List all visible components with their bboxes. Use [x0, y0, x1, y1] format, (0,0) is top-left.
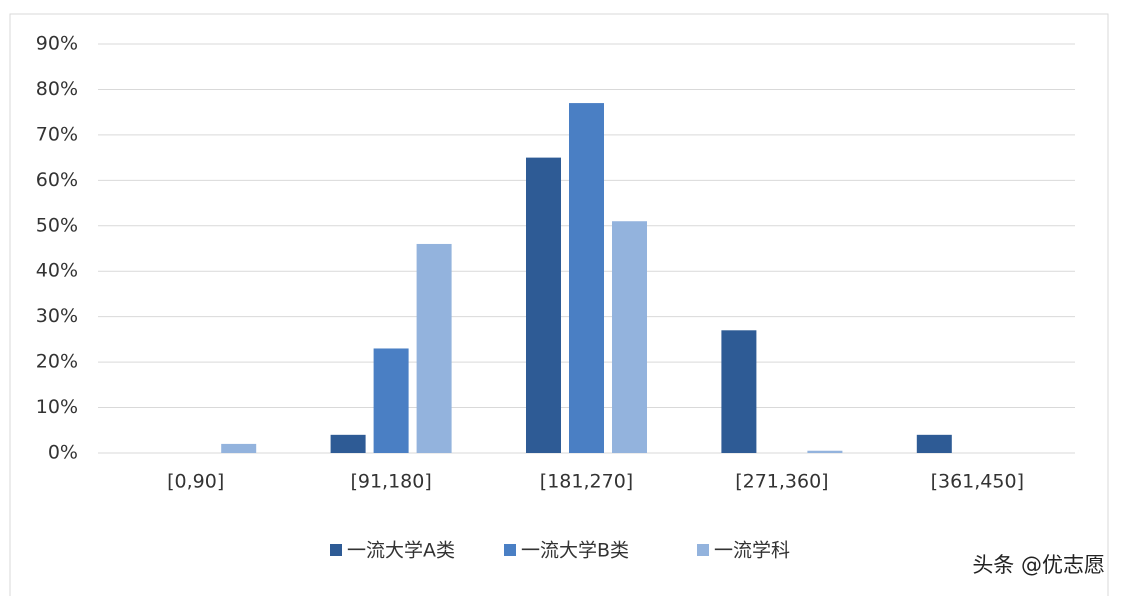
x-tick-label: [271,360] [735, 471, 828, 493]
bar [416, 243, 452, 453]
y-tick-label: 70% [36, 123, 78, 145]
y-tick-label: 10% [36, 396, 78, 418]
x-tick-label: [0,90] [167, 471, 224, 493]
y-tick-label: 30% [36, 305, 78, 327]
x-tick-label: [91,180] [350, 471, 431, 493]
bar [721, 330, 757, 453]
bar [569, 103, 604, 454]
y-tick-label: 60% [36, 169, 78, 191]
bar [526, 157, 561, 453]
y-tick-label: 20% [36, 351, 78, 373]
legend-swatch [697, 544, 709, 556]
y-tick-label: 40% [36, 260, 78, 282]
chart-frame [9, 13, 1109, 596]
y-tick-label: 50% [36, 214, 78, 236]
legend-label: 一流大学A类 [347, 540, 455, 562]
bar [612, 221, 647, 453]
bar [373, 348, 409, 453]
bar [807, 450, 843, 453]
bar [221, 443, 257, 453]
legend-label: 一流学科 [714, 540, 790, 562]
legend-label: 一流大学B类 [521, 540, 629, 562]
legend-swatch [504, 544, 516, 556]
legend-swatch [330, 544, 342, 556]
y-tick-label: 80% [36, 78, 78, 100]
x-tick-label: [361,450] [931, 471, 1024, 493]
credit: 头条 @优志愿 [972, 553, 1105, 577]
bar [330, 434, 366, 453]
y-tick-label: 90% [36, 33, 78, 55]
y-tick-label: 0% [48, 442, 78, 464]
x-tick-label: [181,270] [540, 471, 633, 493]
bar [916, 434, 952, 453]
